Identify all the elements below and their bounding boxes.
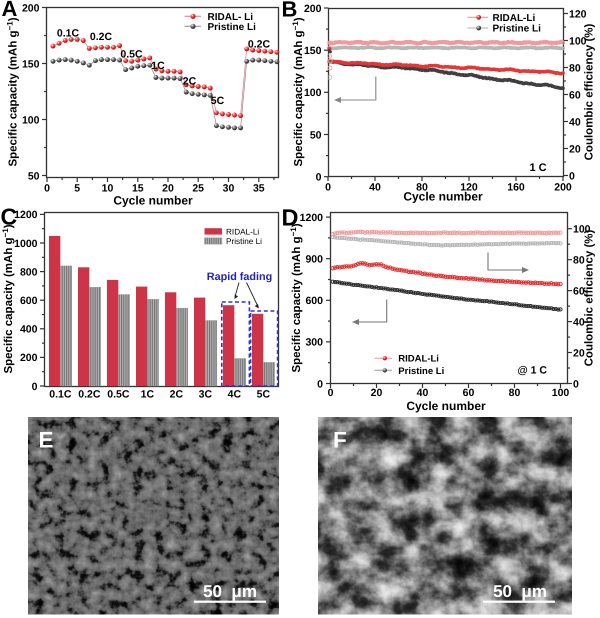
svg-text:5: 5: [74, 183, 80, 195]
svg-text:RIDAL-Li: RIDAL-Li: [493, 13, 536, 24]
svg-text:4C: 4C: [228, 389, 242, 401]
svg-text:20: 20: [371, 387, 383, 399]
svg-text:600: 600: [20, 295, 38, 307]
svg-text:Pristine Li: Pristine Li: [226, 237, 262, 246]
svg-text:Cycle number: Cycle number: [403, 190, 483, 204]
svg-text:Specific capacity (mAh g−1): Specific capacity (mAh g−1): [289, 223, 304, 372]
svg-text:100: 100: [22, 114, 40, 126]
svg-text:0.2C: 0.2C: [78, 389, 101, 401]
svg-text:100: 100: [304, 87, 322, 99]
svg-text:80: 80: [573, 255, 585, 267]
svg-text:50 μm: 50 μm: [203, 582, 257, 601]
svg-text:25: 25: [192, 183, 204, 195]
svg-text:80: 80: [416, 182, 428, 194]
svg-text:0.1C: 0.1C: [57, 28, 80, 40]
svg-text:D: D: [282, 205, 299, 231]
svg-text:80: 80: [569, 62, 581, 74]
svg-text:5C: 5C: [211, 95, 225, 107]
svg-text:40: 40: [417, 387, 429, 399]
svg-text:1200: 1200: [300, 212, 324, 224]
svg-text:2C: 2C: [170, 389, 184, 401]
svg-text:40: 40: [369, 182, 381, 194]
svg-text:0: 0: [32, 381, 38, 393]
svg-text:0.1C: 0.1C: [49, 389, 72, 401]
svg-text:2C: 2C: [183, 76, 197, 88]
svg-text:100: 100: [552, 387, 570, 399]
svg-text:30: 30: [223, 183, 235, 195]
svg-text:Pristine Li: Pristine Li: [493, 24, 542, 35]
svg-text:800: 800: [20, 266, 38, 278]
svg-text:20: 20: [573, 347, 585, 359]
svg-text:300: 300: [305, 337, 323, 349]
svg-text:160: 160: [507, 182, 525, 194]
svg-text:Specific capacity (mAh g−1): Specific capacity (mAh g−1): [291, 17, 306, 166]
svg-text:1000: 1000: [14, 238, 38, 250]
svg-text:600: 600: [305, 295, 323, 307]
svg-text:B: B: [282, 0, 298, 22]
svg-text:0.2C: 0.2C: [90, 31, 113, 43]
svg-text:60: 60: [573, 285, 585, 297]
svg-text:100: 100: [573, 224, 591, 236]
svg-text:200: 200: [304, 3, 322, 15]
svg-text:60: 60: [569, 89, 581, 101]
svg-text:150: 150: [22, 58, 40, 70]
svg-text:5C: 5C: [257, 389, 271, 401]
svg-text:900: 900: [305, 254, 323, 266]
svg-text:0.2C: 0.2C: [248, 39, 271, 51]
svg-text:Specific capacity (mAh g−1): Specific capacity (mAh g−1): [1, 224, 16, 373]
svg-text:1200: 1200: [14, 209, 38, 221]
svg-text:150: 150: [304, 45, 322, 57]
svg-text:0: 0: [573, 378, 579, 390]
svg-text:120: 120: [460, 182, 478, 194]
svg-text:A: A: [2, 0, 18, 21]
svg-text:1C: 1C: [141, 389, 155, 401]
svg-text:3C: 3C: [199, 389, 213, 401]
svg-text:1 C: 1 C: [529, 162, 546, 174]
svg-text:200: 200: [20, 352, 38, 364]
svg-text:40: 40: [569, 116, 581, 128]
svg-text:Pristine Li: Pristine Li: [208, 22, 257, 33]
svg-text:0: 0: [328, 387, 334, 399]
svg-text:Coulombic efficiency (%): Coulombic efficiency (%): [584, 229, 596, 366]
svg-text:50: 50: [310, 129, 322, 141]
svg-text:35: 35: [253, 183, 265, 195]
svg-text:RIDAL- Li: RIDAL- Li: [208, 12, 254, 23]
svg-text:Rapid fading: Rapid fading: [207, 271, 272, 283]
svg-text:E: E: [39, 428, 54, 453]
svg-text:200: 200: [22, 2, 40, 14]
svg-text:80: 80: [509, 387, 521, 399]
svg-text:60: 60: [463, 387, 475, 399]
svg-text:Pristine Li: Pristine Li: [398, 366, 444, 377]
svg-text:200: 200: [554, 182, 572, 194]
svg-text:400: 400: [20, 324, 38, 336]
svg-text:10: 10: [102, 183, 114, 195]
svg-text:0: 0: [316, 172, 322, 184]
svg-text:Specific capacity (mAh g−1): Specific capacity (mAh g−1): [5, 17, 20, 166]
svg-text:15: 15: [132, 183, 144, 195]
svg-text:50: 50: [28, 170, 40, 182]
svg-text:20: 20: [162, 183, 174, 195]
svg-text:@ 1 C: @ 1 C: [518, 365, 548, 377]
svg-text:0: 0: [325, 182, 331, 194]
svg-text:40: 40: [573, 316, 585, 328]
svg-text:0: 0: [317, 378, 323, 390]
svg-text:Cycle number: Cycle number: [406, 399, 486, 413]
svg-text:F: F: [333, 428, 347, 453]
svg-text:20: 20: [569, 143, 581, 155]
svg-text:0: 0: [569, 170, 575, 182]
svg-text:Cycle number: Cycle number: [113, 194, 193, 208]
svg-text:RIDAL-Li: RIDAL-Li: [398, 353, 439, 364]
svg-text:50 μm: 50 μm: [493, 582, 547, 601]
svg-text:0.5C: 0.5C: [120, 49, 143, 61]
svg-text:Coulombic efficiency (%): Coulombic efficiency (%): [584, 23, 596, 160]
svg-text:100: 100: [569, 35, 587, 47]
svg-text:0: 0: [44, 183, 50, 195]
svg-text:1C: 1C: [151, 60, 165, 72]
svg-text:120: 120: [569, 8, 587, 20]
svg-text:RIDAL-Li: RIDAL-Li: [226, 228, 259, 237]
svg-text:C: C: [1, 204, 18, 230]
svg-text:0.5C: 0.5C: [107, 389, 130, 401]
